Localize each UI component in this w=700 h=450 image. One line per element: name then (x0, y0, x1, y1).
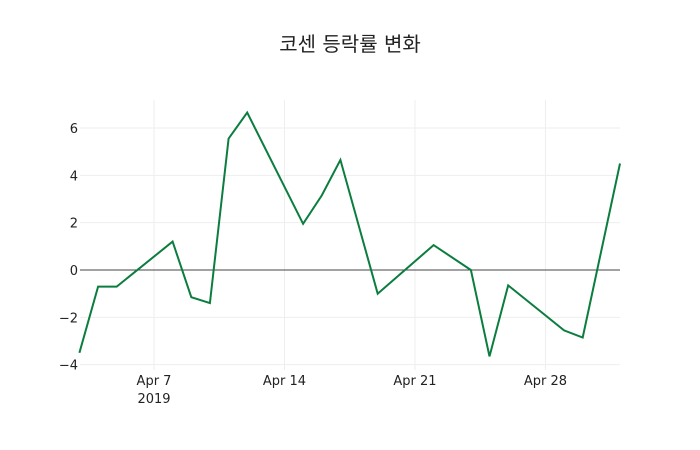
y-tick-label: −2 (59, 311, 78, 326)
x-tick-label: Apr 7 (137, 374, 172, 389)
x-tick-label: Apr 14 (263, 374, 306, 389)
y-tick-label: 0 (70, 264, 78, 279)
x-tick-label: Apr 28 (524, 374, 567, 389)
x-axis-ticks: Apr 7 2019 Apr 14 Apr 21 Apr 28 (137, 374, 567, 407)
y-tick-label: −4 (59, 359, 78, 374)
series-line (78, 110, 621, 357)
y-axis-ticks: −4 −2 0 2 4 6 (59, 122, 78, 374)
x-tick-year-label: 2019 (137, 392, 170, 407)
gridlines (80, 100, 620, 370)
chart-title: 코센 등락률 변화 (279, 32, 421, 56)
y-tick-label: 4 (70, 169, 78, 184)
x-tick-label: Apr 21 (393, 374, 436, 389)
y-tick-label: 6 (70, 122, 78, 137)
y-tick-label: 2 (70, 217, 78, 232)
